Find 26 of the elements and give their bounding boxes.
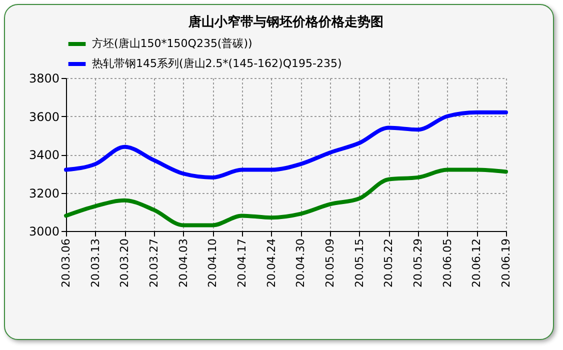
x-tick-label: 20.03.13: [88, 238, 102, 288]
x-tick-label: 20.04.03: [176, 238, 190, 288]
y-tick-label: 3400: [28, 148, 60, 162]
x-tick-label: 20.04.10: [206, 238, 220, 288]
x-tick-label: 20.04.30: [294, 238, 308, 288]
y-tick-label: 3800: [28, 72, 60, 86]
x-tick-label: 20.03.27: [148, 238, 160, 288]
x-tick-label: 20.05.09: [324, 238, 336, 288]
legend-label: 方坯(唐山150*150Q235(普碳)): [92, 37, 252, 50]
y-tick-label: 3200: [28, 186, 60, 200]
x-tick-label: 20.05.29: [412, 238, 424, 288]
y-tick-label: 3600: [28, 110, 60, 124]
x-tick-label: 20.06.19: [500, 238, 512, 288]
chart-title: 唐山小窄带与钢坯价格价格走势图: [188, 14, 384, 30]
x-tick-label: 20.05.22: [382, 238, 396, 288]
x-tick-label: 20.05.15: [352, 238, 366, 288]
x-tick-label: 20.06.05: [440, 238, 454, 288]
x-tick-label: 20.03.20: [118, 238, 132, 288]
x-tick-label: 20.03.06: [60, 238, 72, 288]
x-tick-label: 20.04.24: [264, 238, 278, 288]
y-tick-label: 3000: [28, 224, 60, 238]
x-tick-label: 20.04.17: [236, 238, 248, 288]
line-series: [64, 110, 508, 180]
legend-label: 热轧带钢145系列(唐山2.5*(145-162)Q195-235): [92, 57, 342, 70]
x-tick-label: 20.06.12: [470, 238, 484, 288]
line-series: [64, 168, 508, 228]
